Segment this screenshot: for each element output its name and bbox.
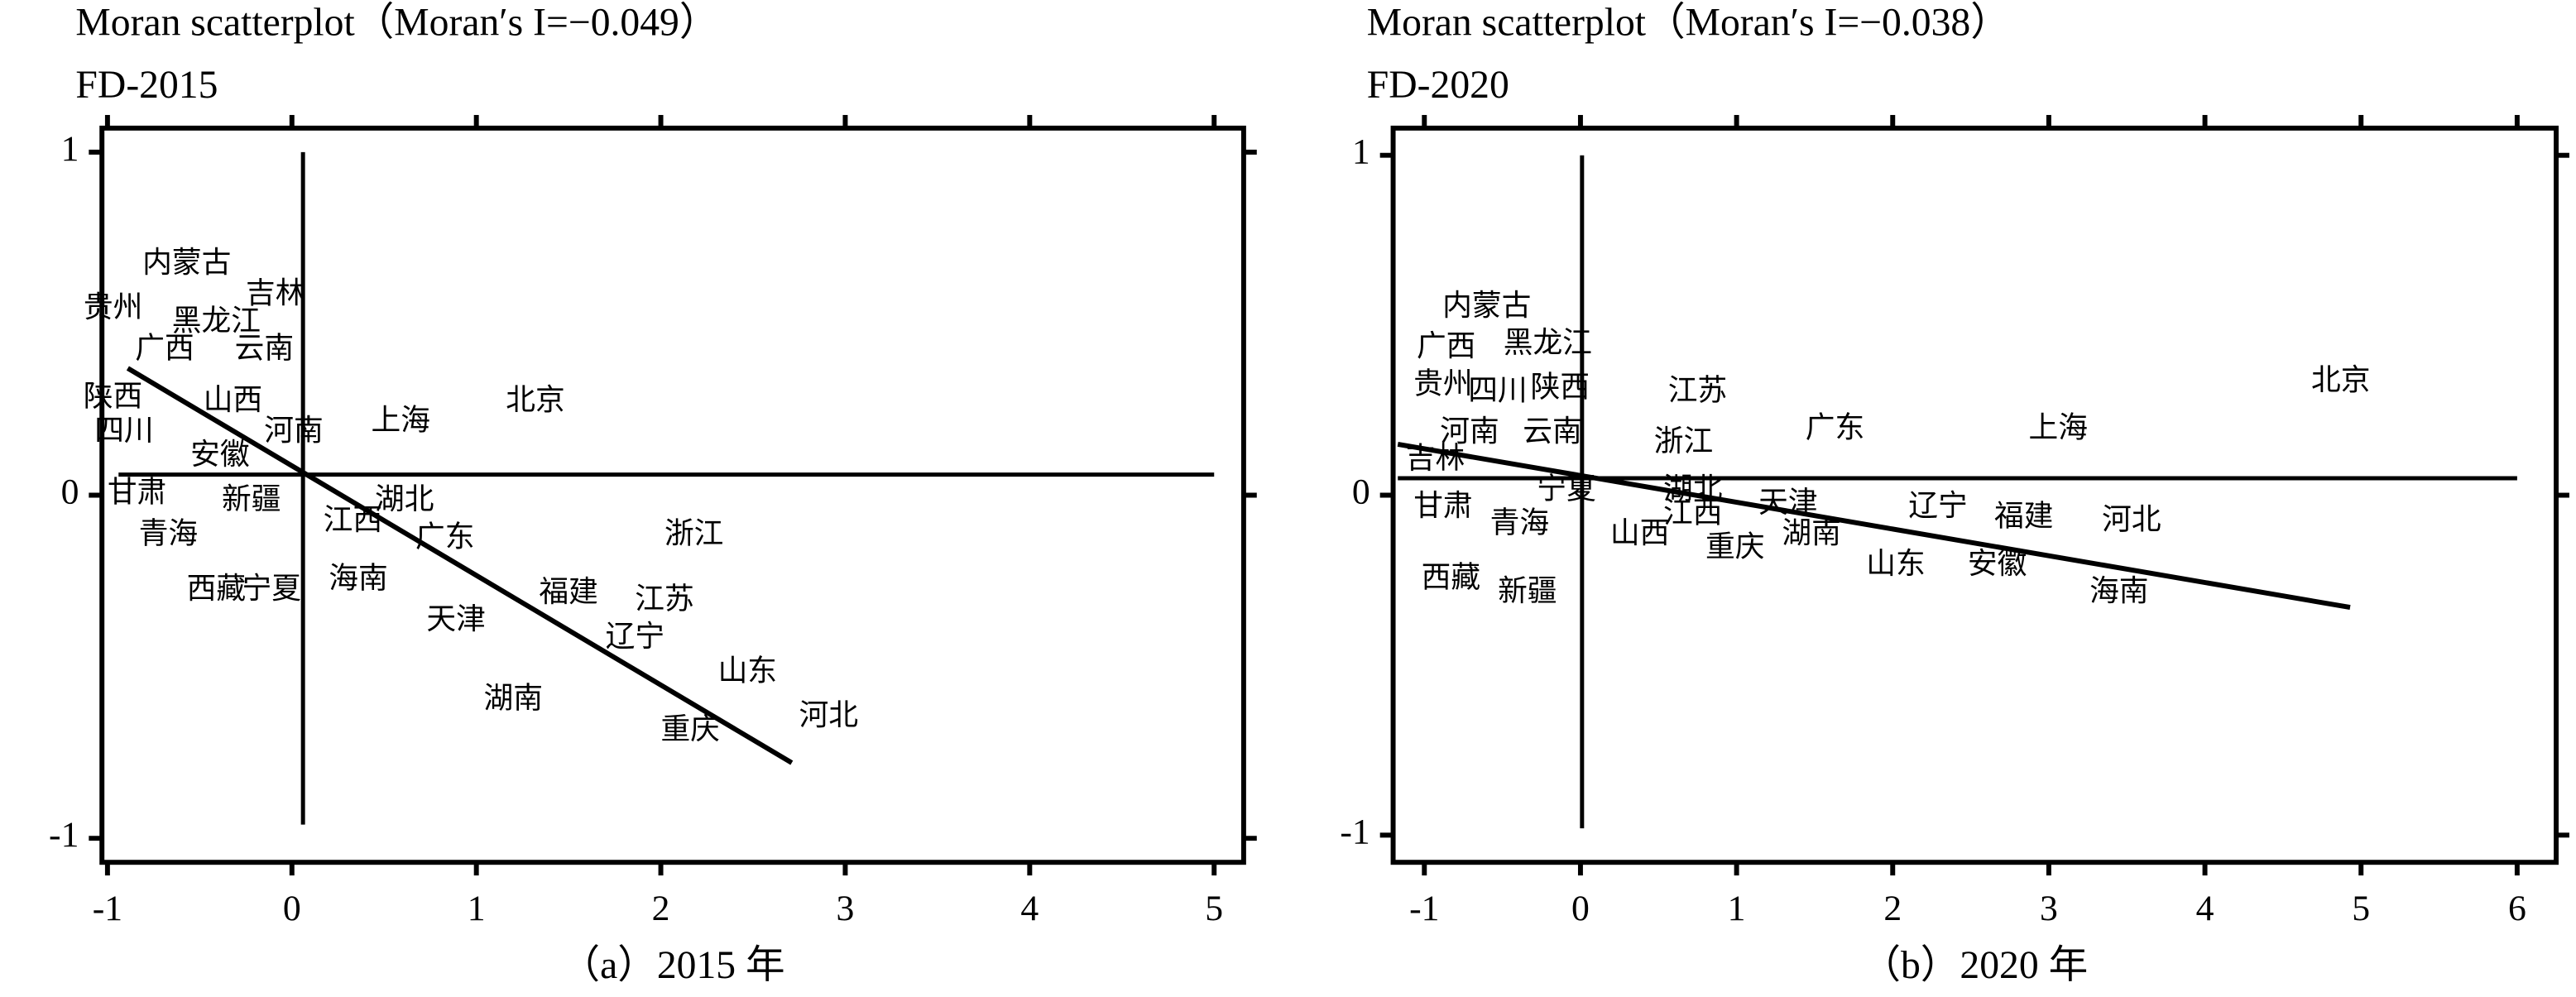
fit-line bbox=[1397, 441, 2351, 611]
point-label: 江苏 bbox=[635, 582, 693, 615]
caption: （a）2015 年 bbox=[560, 944, 784, 987]
point-label: 云南 bbox=[235, 332, 294, 365]
point-label: 青海 bbox=[139, 516, 198, 549]
point-label: 山西 bbox=[1610, 516, 1669, 549]
chart-title: Moran scatterplot（Moran′s I=−0.038） bbox=[1367, 2, 2010, 45]
point-label: 四川 bbox=[1468, 373, 1527, 406]
point-label: 河北 bbox=[2102, 503, 2161, 536]
point-label: 浙江 bbox=[664, 516, 723, 549]
x-tick-label: 6 bbox=[2508, 889, 2526, 928]
point-label: 黑龙江 bbox=[172, 304, 261, 337]
x-tick-label: -1 bbox=[93, 889, 122, 928]
chart-title: Moran scatterplot（Moran′s I=−0.049） bbox=[75, 2, 718, 45]
point-label: 内蒙古 bbox=[142, 246, 231, 279]
point-label: 吉林 bbox=[1406, 442, 1465, 475]
point-label: 青海 bbox=[1490, 506, 1549, 539]
point-label: 西藏 bbox=[1422, 560, 1480, 593]
chart-subtitle: FD-2020 bbox=[1367, 64, 1509, 107]
x-tick-label: 4 bbox=[2196, 889, 2214, 928]
x-tick-label: 1 bbox=[1728, 889, 1746, 928]
y-tick-label: -1 bbox=[1340, 812, 1370, 851]
point-label: 山西 bbox=[204, 383, 262, 416]
point-label: 湖南 bbox=[484, 682, 543, 715]
point-label: 山东 bbox=[718, 654, 777, 687]
x-tick-label: 0 bbox=[283, 889, 301, 928]
x-tick-label: 4 bbox=[1020, 889, 1039, 928]
caption: （b）2020 年 bbox=[1861, 944, 2088, 987]
point-label: 辽宁 bbox=[1908, 489, 1967, 522]
x-tick-label: 3 bbox=[2040, 889, 2058, 928]
point-label: 陕西 bbox=[1531, 370, 1590, 403]
y-tick-label: 0 bbox=[1352, 472, 1370, 512]
point-label: 湖北 bbox=[375, 482, 434, 515]
point-label: 广东 bbox=[415, 520, 474, 554]
y-tick-label: 1 bbox=[1352, 132, 1370, 172]
point-label: 四川 bbox=[94, 414, 153, 447]
point-label: 广西 bbox=[135, 332, 194, 365]
point-label: 湖南 bbox=[1782, 516, 1840, 549]
point-label: 河北 bbox=[799, 698, 858, 731]
point-label: 河南 bbox=[1440, 415, 1499, 448]
point-label: 贵州 bbox=[84, 290, 142, 324]
point-label: 江苏 bbox=[1668, 373, 1727, 406]
point-label: 北京 bbox=[2311, 363, 2370, 396]
x-tick-label: 3 bbox=[837, 889, 855, 928]
point-label: 云南 bbox=[1523, 415, 1581, 448]
point-label: 广西 bbox=[1417, 329, 1475, 362]
point-label: 上海 bbox=[2029, 411, 2088, 444]
point-label: 广东 bbox=[1806, 411, 1864, 444]
point-label: 北京 bbox=[506, 383, 564, 416]
point-label: 重庆 bbox=[1705, 530, 1764, 563]
point-label: 新疆 bbox=[222, 482, 281, 515]
point-label: 宁夏 bbox=[1537, 472, 1595, 506]
x-tick-label: 2 bbox=[652, 889, 670, 928]
point-label: 内蒙古 bbox=[1442, 289, 1531, 322]
point-label: 甘肃 bbox=[1413, 489, 1472, 522]
x-tick-label: 5 bbox=[2352, 889, 2370, 928]
point-label: 贵州 bbox=[1413, 367, 1472, 400]
point-label: 西藏 bbox=[187, 572, 246, 605]
point-label: 甘肃 bbox=[108, 476, 166, 509]
y-tick-label: -1 bbox=[49, 815, 79, 855]
point-label: 浙江 bbox=[1654, 424, 1713, 458]
x-tick-label: 2 bbox=[1883, 889, 1902, 928]
point-label: 江西 bbox=[324, 503, 382, 536]
chart-subtitle: FD-2015 bbox=[75, 64, 218, 107]
point-label: 河南 bbox=[264, 414, 323, 447]
point-label: 辽宁 bbox=[606, 620, 664, 653]
point-label: 陕西 bbox=[84, 380, 142, 413]
y-tick-label: 0 bbox=[61, 472, 79, 512]
point-label: 宁夏 bbox=[242, 572, 301, 605]
fit-line bbox=[126, 366, 794, 765]
y-tick-label: 1 bbox=[61, 129, 79, 169]
point-label: 湖北 bbox=[1663, 472, 1722, 506]
point-label: 山东 bbox=[1866, 547, 1925, 580]
point-label: 天津 bbox=[426, 602, 485, 635]
point-label: 黑龙江 bbox=[1504, 326, 1592, 359]
point-label: 天津 bbox=[1758, 486, 1817, 519]
point-label: 重庆 bbox=[661, 712, 720, 745]
point-label: 海南 bbox=[329, 561, 387, 594]
point-label: 上海 bbox=[372, 404, 430, 437]
point-label: 海南 bbox=[2089, 574, 2148, 607]
point-label: 安徽 bbox=[1968, 547, 2027, 580]
x-tick-label: 0 bbox=[1571, 889, 1590, 928]
point-label: 安徽 bbox=[190, 438, 249, 471]
point-label: 吉林 bbox=[246, 276, 305, 309]
point-label: 福建 bbox=[539, 575, 597, 608]
x-tick-label: 1 bbox=[468, 889, 486, 928]
point-label: 新疆 bbox=[1498, 574, 1557, 607]
x-tick-label: 5 bbox=[1205, 889, 1223, 928]
point-label: 江西 bbox=[1663, 496, 1722, 529]
x-tick-label: -1 bbox=[1409, 889, 1439, 928]
point-label: 福建 bbox=[1994, 499, 2053, 532]
